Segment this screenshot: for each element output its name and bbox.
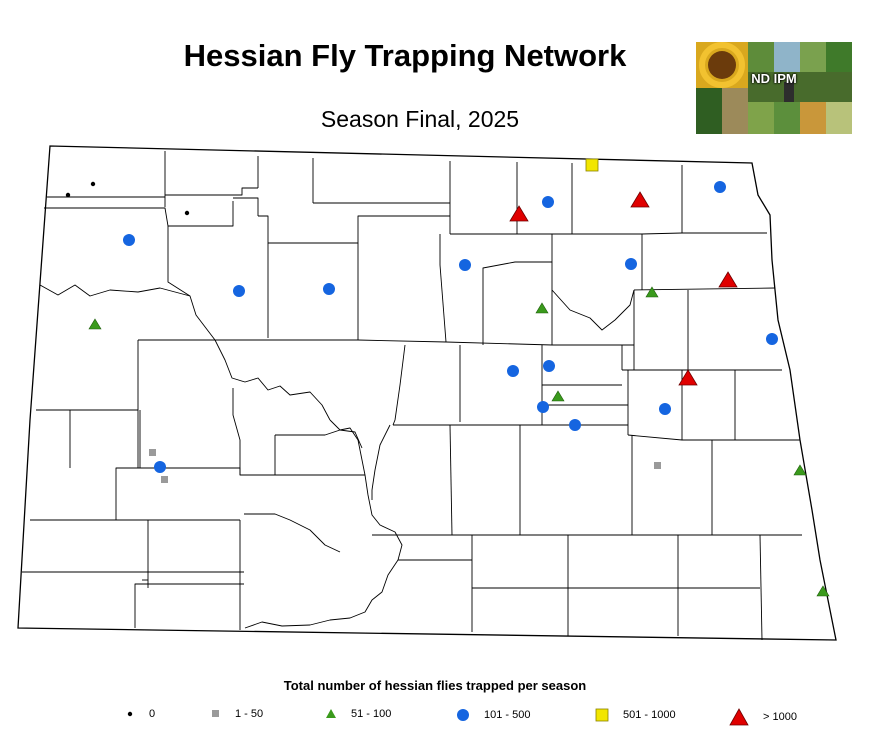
trap-symbol-101-500 — [123, 234, 135, 246]
trap-symbol-zero — [65, 192, 71, 198]
trap-symbols-over-1000 — [509, 191, 738, 386]
legend-label: 1 - 50 — [235, 708, 264, 720]
legend-item-zero: 0 — [125, 708, 155, 720]
trap-symbol-51-100 — [793, 464, 807, 476]
trap-symbol-101-500 — [507, 365, 519, 377]
logo-label: ND IPM — [751, 71, 797, 86]
county-boundaries — [22, 151, 802, 641]
trap-symbol-101-500 — [154, 461, 166, 473]
nd-ipm-logo: ND IPM — [696, 42, 852, 134]
trap-symbol-101-500 — [569, 419, 581, 431]
map-title: Hessian Fly Trapping Network — [183, 38, 627, 73]
trap-symbols-1-50 — [149, 449, 661, 483]
legend-symbol-dot — [127, 711, 133, 717]
trap-symbol-101-500 — [542, 196, 554, 208]
legend-item-51-100: 51 - 100 — [325, 708, 391, 720]
trap-symbol-51-100 — [816, 585, 830, 597]
trap-symbol-51-100 — [88, 318, 102, 330]
legend-item-501-1000: 501 - 1000 — [595, 708, 676, 722]
trap-symbol-51-100 — [551, 390, 565, 402]
trap-symbols-51-100 — [88, 286, 830, 597]
trap-symbol-101-500 — [714, 181, 726, 193]
legend-label: > 1000 — [763, 711, 797, 723]
trap-symbol-101-500 — [543, 360, 555, 372]
legend-label: 0 — [149, 708, 156, 720]
map-subtitle: Season Final, 2025 — [320, 106, 520, 132]
legend-symbol-blue-circle — [457, 709, 469, 721]
trap-symbol-over-1000 — [718, 271, 738, 288]
legend-symbol-green-triangle — [326, 709, 336, 718]
trap-symbols-101-500 — [123, 181, 778, 473]
legend-label: 51 - 100 — [351, 708, 392, 720]
trap-symbol-101-500 — [625, 258, 637, 270]
trap-symbol-101-500 — [323, 283, 335, 295]
trap-symbol-1-50 — [161, 476, 168, 483]
trap-symbol-101-500 — [659, 403, 671, 415]
trap-symbol-zero — [90, 181, 96, 187]
trap-symbol-51-100 — [645, 286, 659, 298]
trap-symbol-zero — [184, 210, 190, 216]
trap-symbol-101-500 — [766, 333, 778, 345]
trap-symbol-51-100 — [535, 302, 549, 314]
legend-item-over-1000: > 1000 — [729, 708, 797, 726]
legend-label: 501 - 1000 — [623, 709, 676, 721]
trap-symbol-1-50 — [149, 449, 156, 456]
legend: 0 1 - 50 51 - 100 101 - 500 501 - 1000 >… — [0, 708, 870, 734]
legend-title: Total number of hessian flies trapped pe… — [283, 678, 587, 693]
legend-symbol-yellow-square — [595, 708, 609, 722]
legend-item-1-50: 1 - 50 — [211, 708, 263, 720]
trap-symbol-501-1000 — [585, 158, 599, 172]
trap-symbol-over-1000 — [630, 191, 650, 208]
legend-label: 101 - 500 — [484, 709, 531, 721]
trap-symbols-501-1000 — [585, 158, 599, 172]
legend-item-101-500: 101 - 500 — [456, 708, 530, 722]
trap-symbol-101-500 — [459, 259, 471, 271]
trap-symbol-over-1000 — [678, 369, 698, 386]
trap-symbol-1-50 — [654, 462, 661, 469]
trap-symbol-101-500 — [537, 401, 549, 413]
trap-symbol-101-500 — [233, 285, 245, 297]
trap-symbol-over-1000 — [509, 205, 529, 222]
legend-symbol-gray-square — [212, 710, 219, 717]
legend-symbol-red-triangle — [729, 708, 749, 726]
